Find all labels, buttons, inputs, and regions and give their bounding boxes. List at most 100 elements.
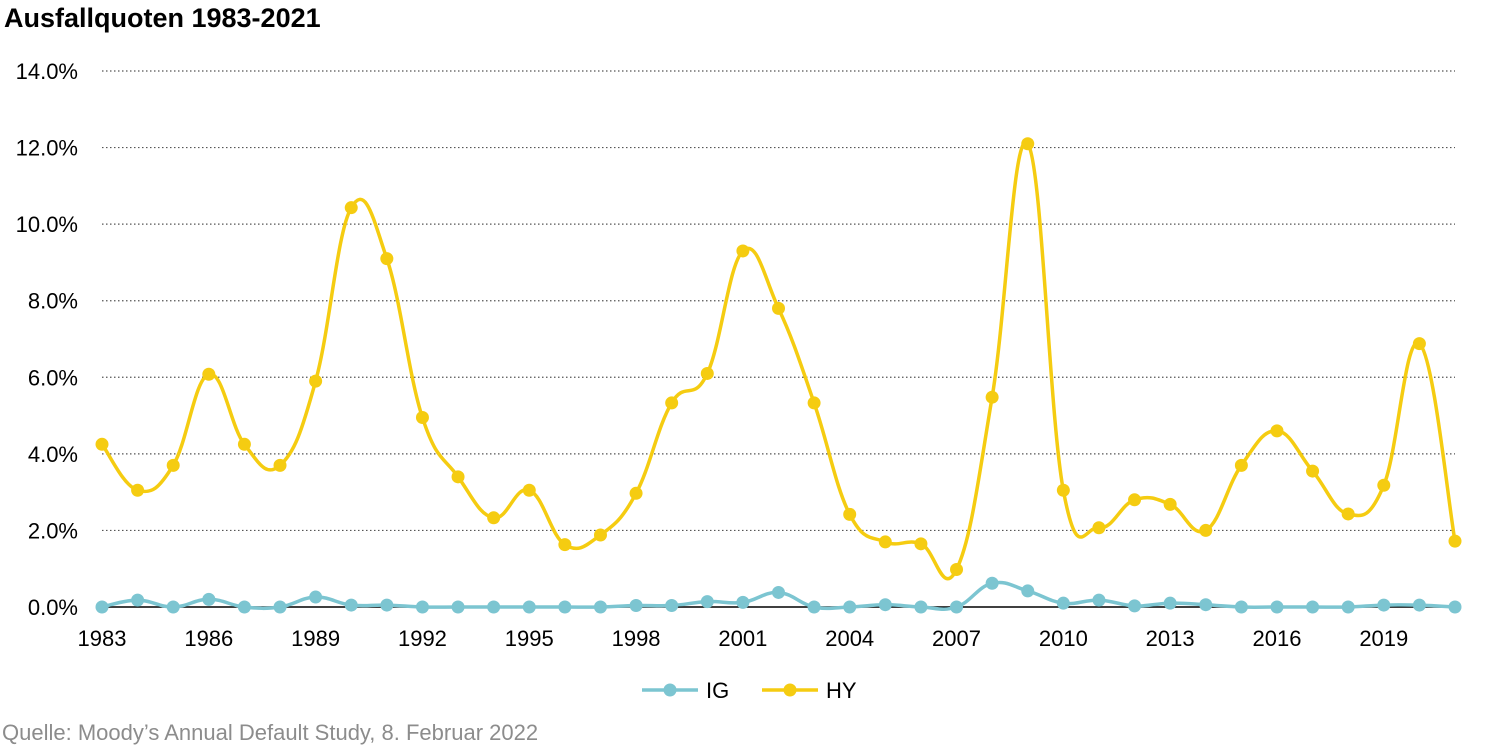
data-point-ig-2000: [700, 595, 714, 609]
x-tick-label-10: 2013: [1146, 626, 1195, 651]
data-point-ig-2009: [1021, 584, 1035, 598]
y-tick-label-4: 8.0%: [28, 289, 78, 314]
x-tick-label-2: 1989: [291, 626, 340, 651]
data-point-hy-1986: [202, 367, 216, 381]
data-point-hy-1983: [95, 437, 109, 451]
data-point-hy-1988: [273, 458, 287, 472]
data-point-hy-2009: [1021, 137, 1035, 151]
y-tick-label-5: 10.0%: [16, 212, 78, 237]
data-point-ig-1996: [558, 600, 572, 614]
data-point-hy-2014: [1199, 523, 1213, 537]
data-point-ig-2001: [736, 595, 750, 609]
data-point-ig-1985: [166, 600, 180, 614]
data-point-ig-1994: [487, 600, 501, 614]
data-point-ig-2016: [1270, 600, 1284, 614]
data-point-hy-1990: [344, 201, 358, 215]
data-point-hy-2003: [807, 396, 821, 410]
data-point-ig-2019: [1377, 598, 1391, 612]
data-point-hy-2019: [1377, 478, 1391, 492]
data-point-hy-1984: [131, 483, 145, 497]
y-tick-label-2: 4.0%: [28, 442, 78, 467]
x-tick-label-3: 1992: [398, 626, 447, 651]
series-hy: [95, 137, 1462, 581]
data-point-ig-1990: [344, 598, 358, 612]
data-point-hy-2015: [1234, 458, 1248, 472]
source-note: Quelle: Moody’s Annual Default Study, 8.…: [2, 720, 539, 745]
data-point-hy-1987: [237, 437, 251, 451]
data-point-ig-1997: [593, 600, 607, 614]
data-point-ig-2007: [950, 600, 964, 614]
data-point-ig-2018: [1341, 600, 1355, 614]
data-point-ig-1983: [95, 600, 109, 614]
legend: IG HY: [642, 678, 857, 703]
data-point-hy-1999: [665, 396, 679, 410]
data-point-ig-2003: [807, 600, 821, 614]
x-tick-label-8: 2007: [932, 626, 981, 651]
x-tick-label-6: 2001: [718, 626, 767, 651]
data-point-ig-1989: [309, 590, 323, 604]
data-point-ig-1993: [451, 600, 465, 614]
data-point-ig-2002: [772, 585, 785, 599]
data-point-hy-2013: [1163, 497, 1177, 511]
data-point-ig-1998: [629, 598, 643, 612]
data-point-ig-2011: [1092, 593, 1106, 607]
x-tick-label-9: 2010: [1039, 626, 1088, 651]
x-tick-label-1: 1986: [184, 626, 233, 651]
data-point-hy-2011: [1092, 521, 1106, 535]
x-axis-labels: 1983 1986 1989 1992 1995 1998 2001 2004 2007 2010…: [78, 626, 1409, 651]
data-point-hy-2005: [878, 535, 892, 549]
data-point-hy-2001: [736, 244, 750, 258]
y-tick-label-6: 12.0%: [16, 136, 78, 161]
y-tick-label-1: 2.0%: [28, 518, 78, 543]
data-point-ig-2017: [1306, 600, 1320, 614]
chart-title: Ausfallquoten 1983-2021: [4, 3, 321, 33]
legend-marker-ig: [663, 683, 677, 697]
data-point-hy-2020: [1412, 337, 1426, 351]
data-point-hy-2004: [843, 507, 857, 521]
data-point-hy-2000: [700, 366, 714, 380]
legend-label-hy: HY: [826, 678, 857, 703]
x-tick-label-12: 2019: [1359, 626, 1408, 651]
series-line-hy: [100, 140, 1457, 581]
x-tick-label-0: 1983: [78, 626, 127, 651]
data-point-ig-2020: [1412, 598, 1426, 612]
x-tick-label-11: 2016: [1252, 626, 1301, 651]
data-point-ig-2014: [1199, 598, 1213, 612]
data-point-ig-1991: [380, 598, 394, 612]
data-series: [95, 137, 1462, 614]
legend-label-ig: IG: [706, 678, 729, 703]
data-point-hy-1989: [309, 374, 323, 388]
data-point-hy-1996: [558, 538, 572, 552]
data-point-ig-2021: [1448, 600, 1462, 614]
data-point-ig-2015: [1234, 600, 1248, 614]
data-point-hy-1994: [487, 511, 501, 525]
data-point-hy-1985: [166, 458, 180, 472]
y-tick-label-3: 6.0%: [28, 365, 78, 390]
data-point-hy-1995: [522, 483, 536, 497]
x-tick-label-4: 1995: [505, 626, 554, 651]
data-point-hy-2007: [950, 562, 964, 576]
data-point-ig-1984: [131, 593, 145, 607]
data-point-hy-2010: [1056, 483, 1070, 497]
data-point-ig-2012: [1128, 599, 1142, 613]
data-point-ig-1995: [522, 600, 536, 614]
data-point-hy-1993: [451, 470, 465, 484]
y-tick-label-7: 14.0%: [16, 59, 78, 84]
data-point-ig-2005: [878, 598, 892, 612]
data-point-hy-2021: [1448, 534, 1462, 548]
data-point-ig-2010: [1056, 596, 1070, 610]
data-point-ig-1992: [415, 600, 429, 614]
data-point-hy-1991: [380, 252, 394, 266]
data-point-ig-1988: [273, 600, 287, 614]
x-tick-label-5: 1998: [612, 626, 661, 651]
x-tick-label-7: 2004: [825, 626, 874, 651]
series-ig: [95, 576, 1462, 614]
data-point-ig-2006: [914, 600, 928, 614]
data-point-hy-2012: [1128, 493, 1142, 507]
data-point-hy-2008: [985, 390, 999, 404]
legend-marker-hy: [783, 683, 797, 697]
data-point-ig-1999: [665, 598, 679, 612]
data-point-hy-1992: [415, 410, 429, 424]
data-point-ig-2013: [1163, 596, 1177, 610]
